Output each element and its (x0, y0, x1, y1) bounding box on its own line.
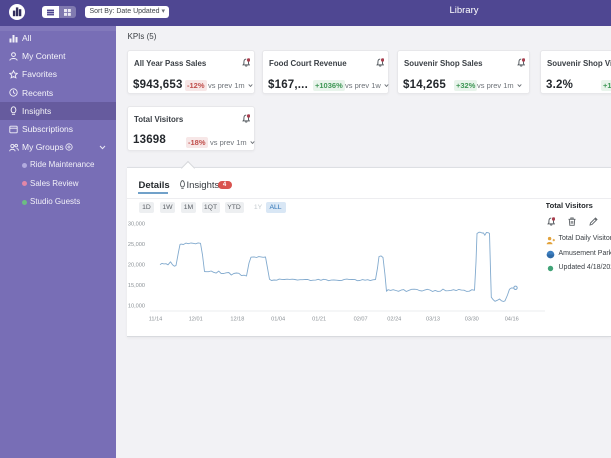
svg-text:11/14: 11/14 (149, 317, 163, 323)
svg-text:03/13: 03/13 (426, 317, 440, 323)
svg-text:01/21: 01/21 (312, 317, 326, 323)
svg-text:25,000: 25,000 (128, 242, 145, 248)
svg-text:02/24: 02/24 (387, 317, 401, 323)
svg-text:20,000: 20,000 (128, 263, 145, 269)
svg-text:03/30: 03/30 (465, 317, 479, 323)
svg-text:15,000: 15,000 (128, 283, 145, 289)
svg-text:12/01: 12/01 (189, 317, 203, 323)
svg-text:02/07: 02/07 (354, 317, 368, 323)
svg-text:12/18: 12/18 (230, 317, 244, 323)
svg-text:10,000: 10,000 (128, 304, 145, 310)
svg-text:01/04: 01/04 (271, 317, 285, 323)
svg-text:04/16: 04/16 (505, 317, 519, 323)
svg-text:30,000: 30,000 (128, 222, 145, 228)
